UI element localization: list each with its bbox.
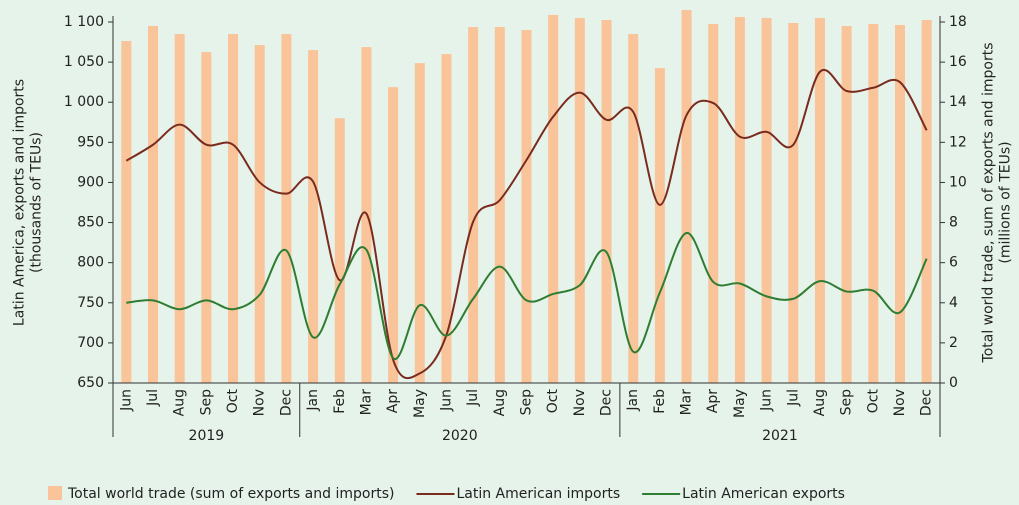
x-tick-label: Jan — [305, 389, 321, 412]
legend-label: Latin American imports — [456, 486, 620, 502]
bar — [201, 52, 212, 383]
y2-tick-label: 0 — [949, 375, 958, 391]
y-tick-label: 950 — [77, 134, 104, 150]
bar — [121, 41, 132, 384]
x-tick-label: Dec — [919, 389, 935, 416]
x-tick-label: Oct — [865, 389, 881, 414]
legend-label: Total world trade (sum of exports and im… — [67, 486, 394, 502]
bar — [921, 19, 932, 383]
x-tick-label: Aug — [172, 389, 188, 416]
line — [125, 68, 928, 380]
bar — [788, 23, 799, 383]
y-axis-title-line: Latin America, exports and imports — [12, 79, 28, 326]
y-tick-label: 900 — [77, 174, 104, 190]
x-tick-label: May — [732, 389, 748, 418]
x-tick-label: Jun — [759, 389, 775, 412]
y-tick-label: 650 — [77, 375, 104, 391]
bar — [761, 17, 772, 383]
bar — [681, 9, 692, 383]
bar — [548, 14, 559, 383]
y-tick-label: 750 — [77, 295, 104, 311]
bar — [734, 16, 745, 383]
bar — [841, 26, 852, 384]
x-tick-label: Sep — [198, 389, 214, 416]
y-axis-title-line: (thousands of TEUs) — [29, 132, 45, 273]
y-tick-label: 700 — [77, 335, 104, 351]
x-tick-label: Nov — [892, 389, 908, 416]
x-tick-label: Apr — [385, 389, 401, 413]
x-tick-label: Dec — [599, 389, 615, 416]
x-tick-label: Aug — [492, 389, 508, 416]
x-tick-label: Oct — [225, 389, 241, 414]
x-tick-label: Apr — [705, 389, 721, 413]
legend-swatch — [48, 486, 62, 500]
x-tick-label: Mar — [358, 389, 374, 416]
x-tick-label: Jul — [465, 389, 481, 407]
bar — [868, 24, 879, 384]
y2-axis-title: Total world trade, sum of exports and im… — [981, 43, 1014, 364]
bar — [228, 34, 239, 384]
y2-tick-label: 18 — [949, 14, 967, 30]
x-tick-label: Jun — [438, 389, 454, 412]
bar — [148, 26, 159, 384]
bar — [468, 27, 479, 384]
bar — [388, 87, 399, 384]
x-tick-label: Jan — [625, 389, 641, 412]
y2-tick-label: 12 — [949, 134, 967, 150]
x-tick-label: Mar — [679, 389, 695, 416]
x-tick-label: Dec — [278, 389, 294, 416]
bar — [894, 25, 905, 384]
bar — [814, 17, 825, 383]
x-tick-label: May — [412, 389, 428, 418]
x-tick-label: Nov — [252, 389, 268, 416]
bar — [334, 118, 345, 384]
x-tick-label: Nov — [572, 389, 588, 416]
x-tick-label: Sep — [519, 389, 535, 416]
x-tick-label: Sep — [839, 389, 855, 416]
bar — [414, 63, 425, 383]
line — [126, 231, 928, 360]
y2-tick-label: 2 — [949, 335, 958, 351]
bar — [254, 45, 265, 383]
bar — [654, 68, 665, 383]
year-label: 2019 — [189, 428, 225, 444]
y-tick-label: 1 050 — [64, 54, 104, 70]
bar — [308, 50, 319, 383]
bar — [281, 34, 292, 384]
bar — [708, 24, 719, 384]
x-tick-label: Aug — [812, 389, 828, 416]
y2-axis-title-line: (millions of TEUs) — [998, 141, 1014, 263]
year-label: 2021 — [762, 428, 798, 444]
x-tick-label: Jun — [118, 389, 134, 412]
x-tick-label: Jul — [145, 389, 161, 407]
y-axis-title: Latin America, exports and imports(thous… — [12, 79, 45, 326]
x-tick-label: Feb — [332, 389, 348, 414]
y2-tick-label: 14 — [949, 94, 967, 110]
bar — [174, 34, 185, 384]
y2-axis-title-line: Total world trade, sum of exports and im… — [981, 43, 997, 364]
bar — [521, 30, 532, 384]
legend-label: Latin American exports — [682, 486, 845, 502]
y2-tick-label: 4 — [949, 295, 958, 311]
y-tick-label: 850 — [77, 215, 104, 231]
y2-tick-label: 6 — [949, 255, 958, 271]
bar — [628, 34, 639, 384]
y2-tick-label: 16 — [949, 54, 967, 70]
year-label: 2020 — [442, 428, 478, 444]
y-tick-label: 1 000 — [64, 94, 104, 110]
x-tick-label: Oct — [545, 389, 561, 414]
x-tick-label: Jul — [785, 389, 801, 407]
y-tick-label: 1 100 — [64, 14, 104, 30]
bar — [441, 54, 452, 383]
y2-tick-label: 8 — [949, 215, 958, 231]
bar — [494, 27, 505, 384]
bar — [601, 19, 612, 383]
x-tick-label: Feb — [652, 389, 668, 414]
bar — [574, 17, 585, 383]
y2-tick-label: 10 — [949, 174, 967, 190]
y-tick-label: 800 — [77, 255, 104, 271]
